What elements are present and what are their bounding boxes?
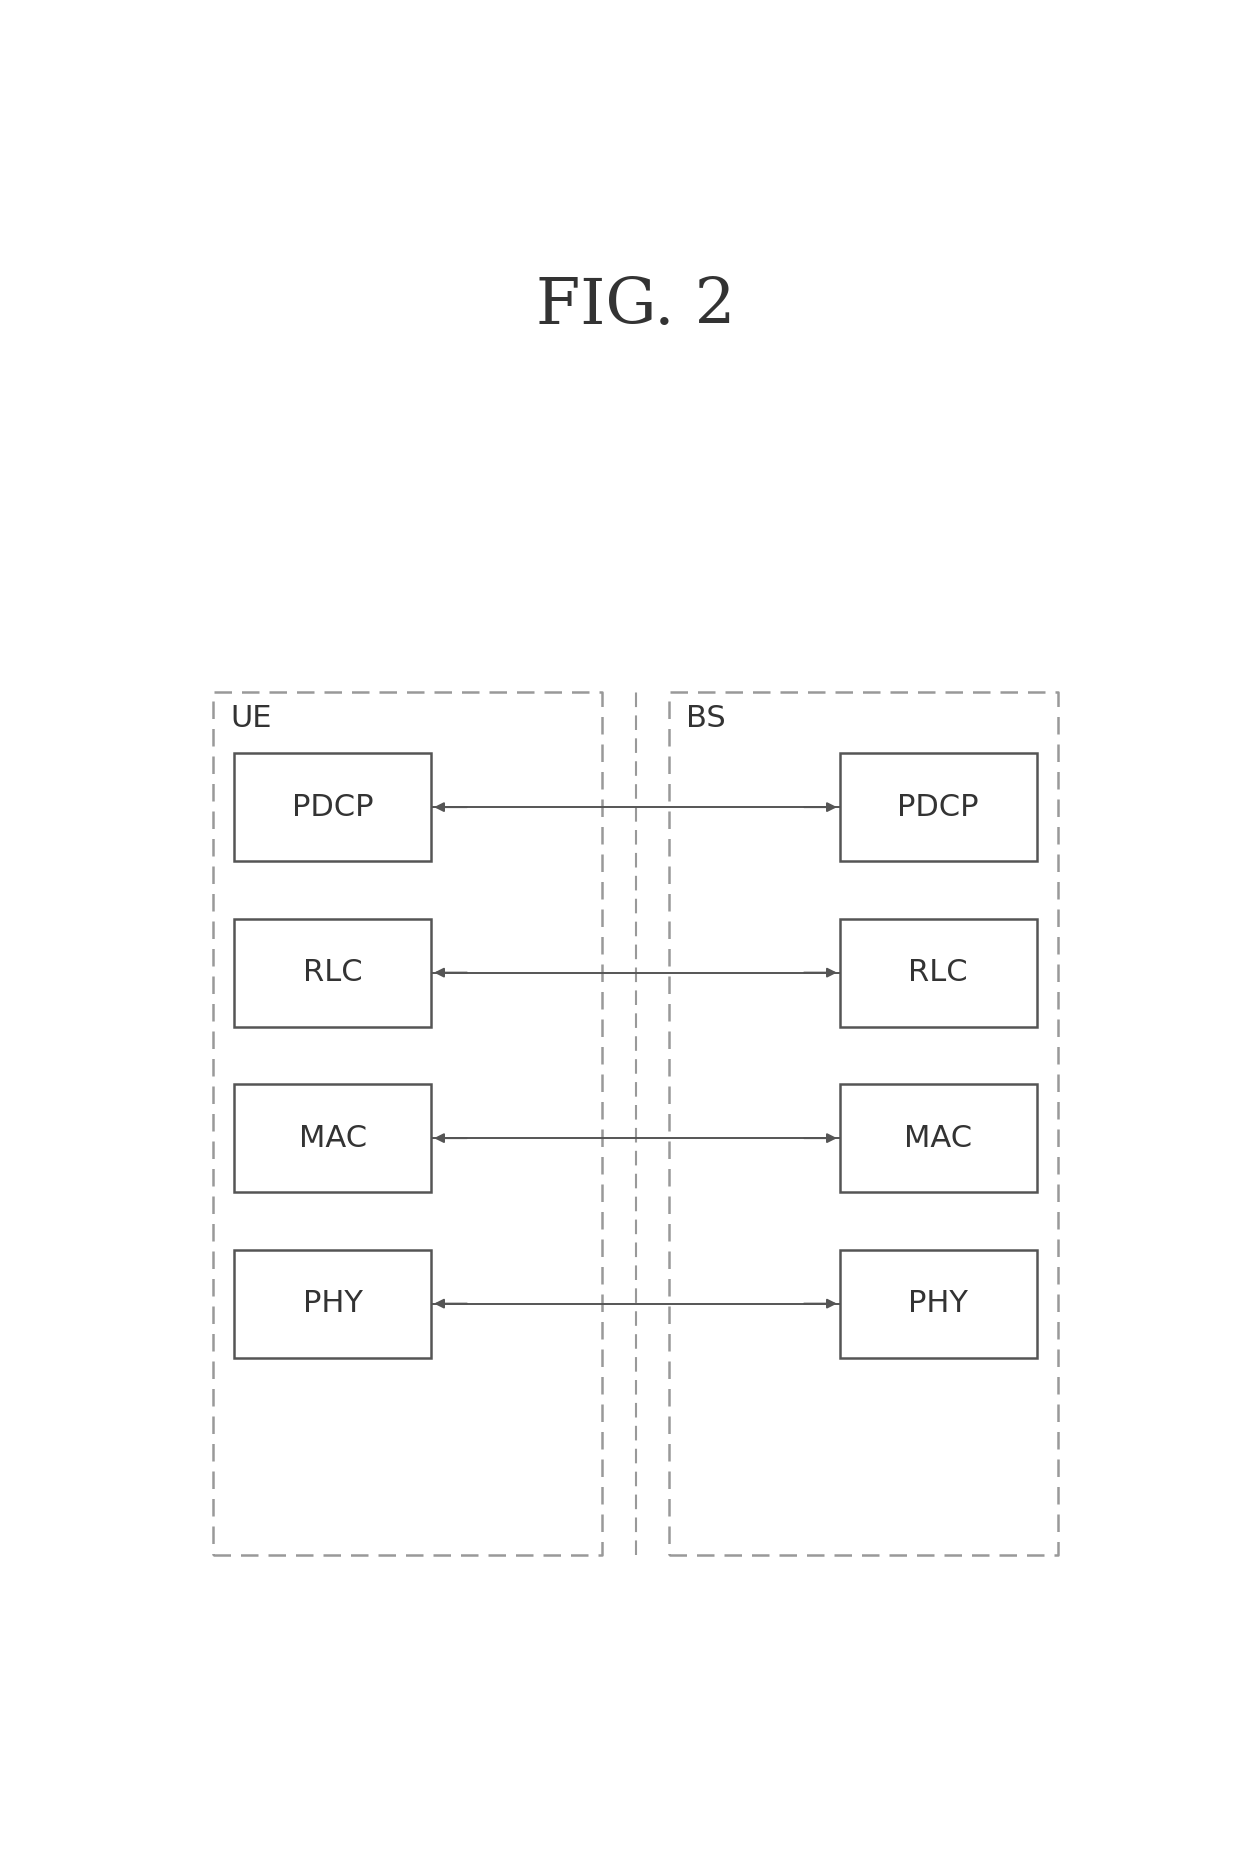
Text: RLC: RLC — [909, 959, 968, 987]
Bar — [234, 1084, 432, 1192]
Text: MAC: MAC — [299, 1123, 367, 1153]
Text: MAC: MAC — [904, 1123, 972, 1153]
Text: FIG. 2: FIG. 2 — [536, 277, 735, 336]
Bar — [839, 1250, 1037, 1357]
Text: PDCP: PDCP — [898, 792, 978, 822]
Text: BS: BS — [687, 703, 727, 733]
Text: PHY: PHY — [303, 1290, 363, 1318]
Bar — [234, 1250, 432, 1357]
Bar — [234, 920, 432, 1026]
Bar — [234, 753, 432, 862]
Bar — [839, 753, 1037, 862]
Bar — [839, 1084, 1037, 1192]
Text: RLC: RLC — [303, 959, 362, 987]
Bar — [839, 920, 1037, 1026]
Text: PDCP: PDCP — [293, 792, 373, 822]
Text: PHY: PHY — [908, 1290, 968, 1318]
Text: UE: UE — [229, 703, 272, 733]
